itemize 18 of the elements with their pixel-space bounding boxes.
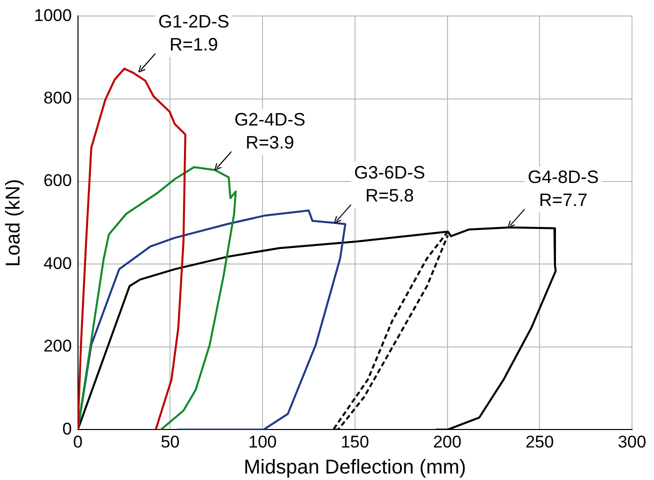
annotation: G2-4D-S R=3.9: [234, 109, 306, 152]
y-tick-label: 400: [43, 254, 72, 273]
y-tick-label: 200: [43, 336, 72, 356]
x-axis-title: Midspan Deflection (mm): [244, 456, 466, 479]
y-tick-label: 600: [43, 171, 72, 190]
y-tick-label: 0: [62, 419, 72, 438]
x-tick-label: 100: [248, 432, 277, 452]
annotation: G3-6D-S R=5.8: [354, 162, 426, 206]
y-axis-title: Load (kN): [2, 178, 25, 267]
x-tick-label: 200: [433, 432, 462, 452]
x-tick-label: 50: [160, 432, 180, 452]
x-tick-label: 300: [618, 432, 646, 452]
x-tick-label: 250: [525, 432, 554, 452]
x-tick-label: 150: [340, 432, 370, 452]
y-tick-label: 1000: [34, 6, 72, 25]
y-tick-label: 800: [43, 88, 72, 108]
annotation: G1-2D-S R=1.9: [158, 11, 230, 54]
annotation: G4-8D-S R=7.7: [528, 166, 599, 210]
